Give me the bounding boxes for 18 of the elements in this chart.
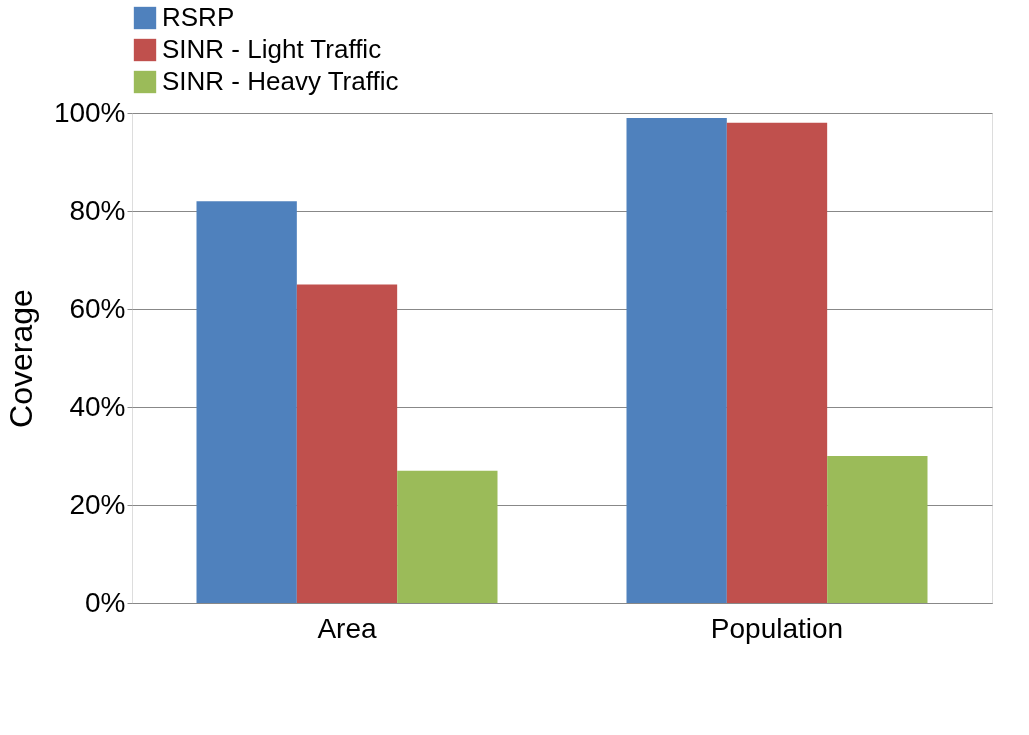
y-tick-label: 100% (53, 96, 126, 128)
y-tick-label: 40% (69, 390, 126, 422)
bar (296, 284, 398, 603)
bar (397, 470, 498, 603)
bar (196, 201, 297, 603)
legend-label: SINR - Heavy Traffic (162, 66, 399, 96)
y-tick-label: 80% (69, 194, 126, 226)
bar (726, 122, 828, 603)
legend-label: SINR - Light Traffic (162, 34, 382, 64)
legend-label: RSRP (162, 2, 235, 32)
x-tick-label: Area (317, 612, 377, 644)
bar (626, 117, 727, 603)
bar (827, 456, 928, 603)
y-tick-label: 60% (69, 292, 126, 324)
y-tick-label: 20% (69, 488, 126, 520)
y-tick-label: 0% (85, 586, 126, 618)
y-axis-title: Coverage (2, 289, 39, 428)
x-tick-label: Population (710, 612, 844, 644)
